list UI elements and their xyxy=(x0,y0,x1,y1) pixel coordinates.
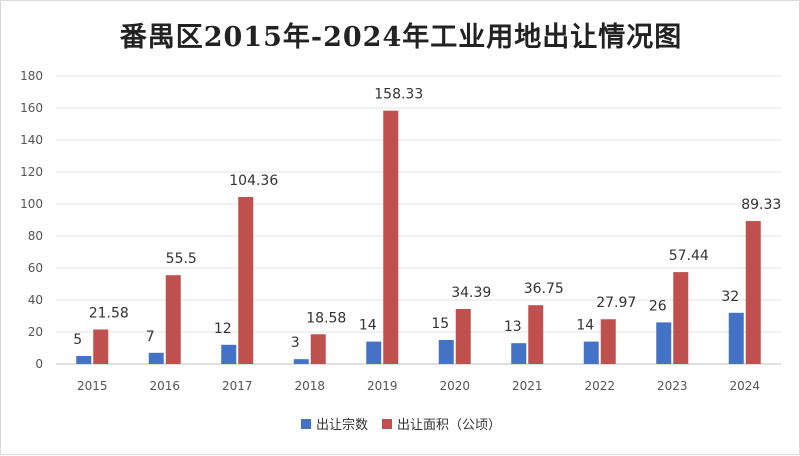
bar-area xyxy=(310,334,326,364)
data-label-area: 55.5 xyxy=(166,251,197,267)
data-label-count: 32 xyxy=(721,289,739,305)
data-label-count: 12 xyxy=(214,321,232,337)
data-label-area: 27.97 xyxy=(596,295,636,311)
x-tick-label: 2021 xyxy=(512,379,543,393)
bar-count xyxy=(366,341,382,364)
y-tick-label: 60 xyxy=(28,261,43,275)
y-tick-label: 0 xyxy=(35,357,43,371)
bar-count xyxy=(511,343,527,364)
y-tick-label: 100 xyxy=(20,197,43,211)
x-tick-label: 2019 xyxy=(367,379,398,393)
bar-count xyxy=(76,356,92,364)
chart-legend: 出让宗数 出让面积（公顷） xyxy=(1,414,800,433)
data-label-count: 26 xyxy=(649,298,667,314)
data-label-area: 57.44 xyxy=(669,248,709,264)
bar-count xyxy=(656,322,672,364)
data-label-area: 158.33 xyxy=(374,87,423,103)
data-label-area: 34.39 xyxy=(451,285,491,301)
data-label-count: 13 xyxy=(504,319,522,335)
data-label-area: 36.75 xyxy=(524,281,564,297)
bar-area xyxy=(528,305,544,364)
legend-item-count: 出让宗数 xyxy=(300,414,368,433)
bar-count xyxy=(728,312,744,364)
bar-area xyxy=(600,319,616,364)
x-tick-label: 2017 xyxy=(222,379,253,393)
y-tick-label: 180 xyxy=(20,69,43,83)
legend-swatch-area xyxy=(382,418,392,429)
data-label-area: 89.33 xyxy=(741,197,781,213)
chart-title: 番禺区2015年-2024年工业用地出让情况图 xyxy=(119,22,683,53)
data-label-area: 18.58 xyxy=(306,310,346,326)
data-label-count: 14 xyxy=(359,318,377,334)
bar-area xyxy=(165,275,181,364)
data-label-area: 21.58 xyxy=(89,305,129,321)
data-label-count: 7 xyxy=(146,329,155,345)
bar-area xyxy=(673,272,689,364)
y-tick-label: 120 xyxy=(20,165,43,179)
bar-area xyxy=(455,308,471,364)
bar-count xyxy=(583,341,599,364)
y-tick-label: 140 xyxy=(20,133,43,147)
y-tick-label: 40 xyxy=(28,293,43,307)
x-tick-label: 2020 xyxy=(439,379,470,393)
bar-count xyxy=(438,340,454,364)
data-label-area: 104.36 xyxy=(229,173,278,189)
bar-count xyxy=(221,344,237,364)
x-tick-label: 2022 xyxy=(584,379,615,393)
data-label-count: 3 xyxy=(291,335,300,351)
y-tick-label: 20 xyxy=(28,325,43,339)
legend-item-area: 出让面积（公顷） xyxy=(382,414,501,433)
bar-area xyxy=(238,197,254,364)
data-label-count: 15 xyxy=(431,316,449,332)
data-label-count: 5 xyxy=(73,332,82,348)
bar-count xyxy=(148,352,164,364)
x-tick-label: 2024 xyxy=(729,379,760,393)
data-label-count: 14 xyxy=(576,318,594,334)
x-tick-label: 2016 xyxy=(149,379,180,393)
x-tick-label: 2015 xyxy=(77,379,108,393)
y-tick-label: 160 xyxy=(20,101,43,115)
legend-swatch-count xyxy=(300,418,311,429)
bar-count xyxy=(293,359,309,364)
legend-label-count: 出让宗数 xyxy=(315,418,368,433)
x-tick-label: 2018 xyxy=(294,379,325,393)
bar-area xyxy=(745,221,761,364)
bar-area xyxy=(383,110,399,364)
y-tick-label: 80 xyxy=(28,229,43,243)
legend-label-area: 出让面积（公顷） xyxy=(397,418,502,433)
bar-area xyxy=(93,329,109,364)
x-tick-label: 2023 xyxy=(657,379,688,393)
